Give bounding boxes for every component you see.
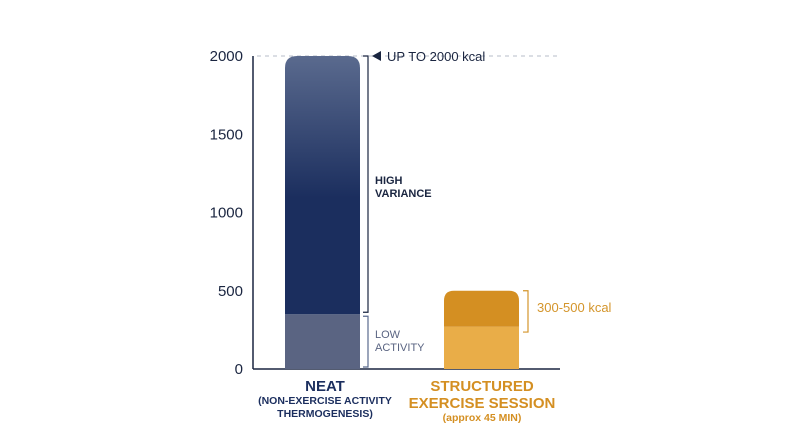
neat-sublabel-line-1: (NON-EXERCISE ACTIVITY [258,395,392,407]
neat-sublabel-line-2: THERMOGENESIS) [277,408,373,420]
low-activity-label-line-1: LOW [375,329,401,341]
y-tick-label: 1000 [210,205,243,222]
high-variance-label-line-2: VARIANCE [375,188,432,200]
high-variance-label-line-1: HIGH [375,175,403,187]
neat-label: NEAT [305,378,345,395]
low-activity-label-line-2: ACTIVITY [375,342,425,354]
neat-low-activity-segment [285,314,360,369]
y-tick-label: 0 [235,361,243,378]
exercise-upper-segment [444,290,519,327]
neat-high-variance-segment [285,56,360,315]
exercise-label-line-2: EXERCISE SESSION [408,395,556,412]
exercise-lower-segment [444,326,519,369]
y-tick-label: 2000 [210,48,243,65]
high-variance-bracket [363,55,369,313]
exercise-range-label: 300-500 kcal [537,300,612,315]
y-tick-label: 500 [218,283,243,300]
exercise-sublabel: (approx 45 MIN) [442,412,522,424]
y-tick-label: 1500 [210,126,243,143]
max-arrow-icon [372,51,381,61]
neat-category-label: NEAT (NON-EXERCISE ACTIVITY THERMOGENESI… [225,378,425,421]
max-line-label: UP TO 2000 kcal [387,49,485,64]
exercise-label-line-1: STRUCTURED [430,378,534,395]
low-activity-bracket [363,315,369,368]
exercise-category-label: STRUCTURED EXERCISE SESSION (approx 45 M… [382,378,582,425]
exercise-range-bracket [523,290,529,333]
